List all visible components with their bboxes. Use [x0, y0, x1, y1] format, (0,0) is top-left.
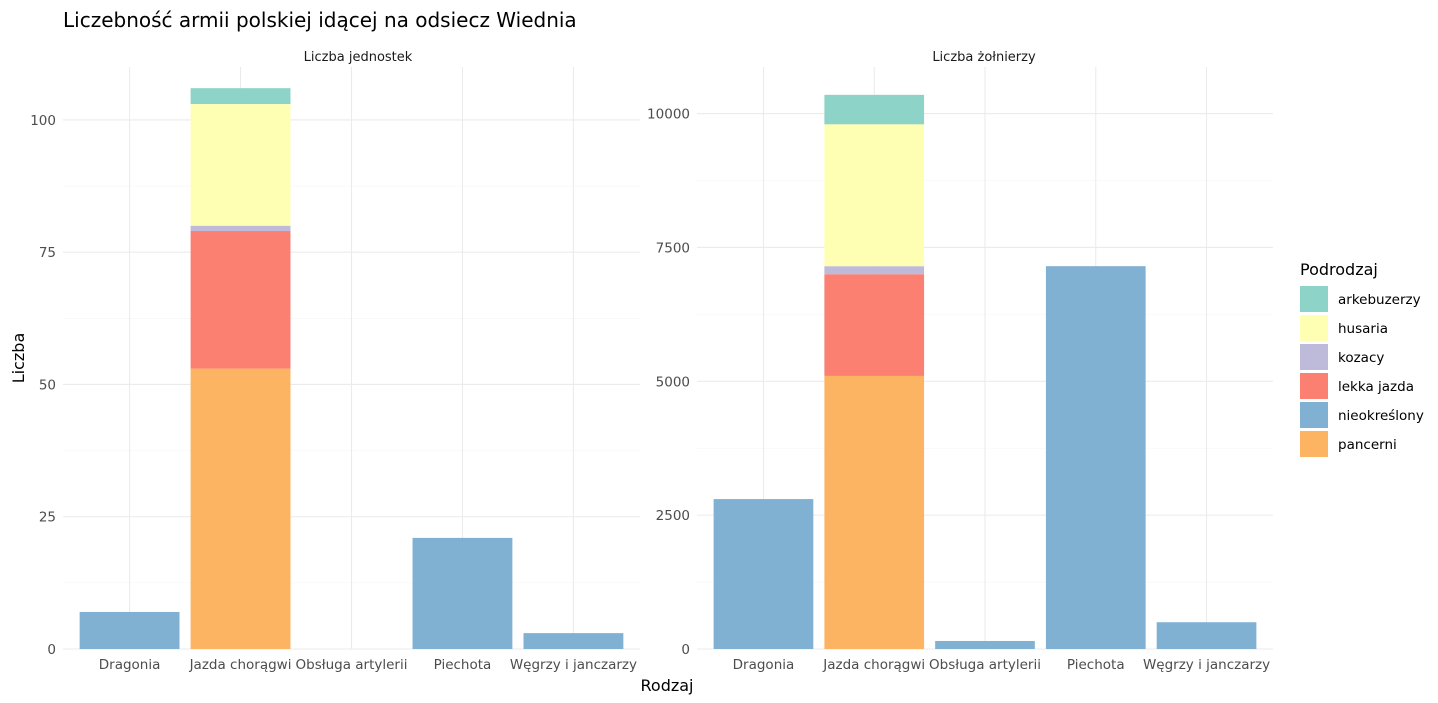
bar-piechota-nieokreslony — [412, 537, 513, 649]
x-tick-label: Obsługa artylerii — [296, 657, 408, 673]
legend-key-arkebuzerzy — [1300, 286, 1328, 312]
chart-title: Liczebność armii polskiej idącej na odsi… — [63, 8, 577, 32]
bar-jazda-choragwi-kozacy — [824, 266, 925, 275]
panel-title-1: Liczba żołnierzy — [932, 50, 1036, 65]
y-tick-label: 0 — [681, 642, 690, 658]
bar-jazda-choragwi-lekka-jazda — [190, 231, 291, 369]
x-axis-title: Rodzaj — [641, 676, 694, 695]
bar-jazda-choragwi-pancerni — [824, 375, 925, 649]
x-tick-label: Jazda chorągwi — [189, 657, 292, 673]
x-tick-label: Jazda chorągwi — [822, 657, 925, 673]
bar-jazda-choragwi-kozacy — [190, 225, 291, 232]
x-tick-label: Obsługa artylerii — [929, 657, 1041, 673]
x-tick-label: Piechota — [434, 657, 492, 673]
x-tick-label: Dragonia — [733, 657, 795, 673]
x-tick-label: Węgrzy i janczarzy — [1143, 657, 1270, 673]
bar-jazda-choragwi-lekka-jazda — [824, 274, 925, 376]
legend-label-kozacy: kozacy — [1338, 350, 1384, 366]
bar-jazda-choragwi-arkebuzerzy — [824, 94, 925, 125]
legend-key-nieokreslony — [1300, 402, 1328, 428]
bars — [713, 94, 1257, 649]
bar-wegrzy-i-janczarzy-nieokreslony — [523, 633, 624, 649]
bar-wegrzy-i-janczarzy-nieokreslony — [1156, 622, 1257, 649]
bar-piechota-nieokreslony — [1045, 266, 1146, 649]
legend-label-nieokreslony: nieokreślony — [1338, 408, 1424, 424]
bars — [79, 88, 624, 649]
legend-key-lekka-jazda — [1300, 373, 1328, 399]
x-tick-label: Węgrzy i janczarzy — [510, 657, 637, 673]
y-tick-label: 100 — [30, 113, 56, 129]
legend-title: Podrodzaj — [1300, 260, 1378, 279]
y-axis-title: Liczba — [9, 333, 28, 384]
legend-key-kozacy — [1300, 344, 1328, 370]
bar-obsluga-artylerii-nieokreslony — [935, 640, 1035, 649]
bar-jazda-choragwi-husaria — [824, 124, 925, 267]
gridlines — [63, 67, 640, 650]
legend-label-arkebuzerzy: arkebuzerzy — [1338, 292, 1421, 308]
legend-key-pancerni — [1300, 431, 1328, 457]
panel-liczba-zolnierzy: Liczba żołnierzy 0 2500 5000 7500 10000 Drago… — [647, 50, 1273, 673]
y-tick-label: 50 — [39, 377, 56, 393]
x-tick-label: Piechota — [1067, 657, 1125, 673]
y-tick-label: 0 — [47, 642, 56, 658]
y-tick-label: 5000 — [656, 374, 690, 390]
panel-title-0: Liczba jednostek — [304, 50, 413, 65]
y-tick-label: 75 — [39, 245, 56, 261]
bar-dragonia-nieokreslony — [79, 611, 180, 649]
legend: Podrodzaj arkebuzerzy husaria kozacy lekka … — [1300, 260, 1424, 457]
y-tick-label: 2500 — [656, 508, 690, 524]
y-tick-label: 25 — [39, 510, 56, 526]
legend-label-husaria: husaria — [1338, 321, 1388, 337]
y-tick-label: 10000 — [647, 107, 690, 123]
bar-dragonia-nieokreslony — [713, 499, 814, 649]
x-tick-label: Dragonia — [99, 657, 161, 673]
bar-jazda-choragwi-pancerni — [190, 368, 291, 649]
y-tick-label: 7500 — [656, 240, 690, 256]
legend-label-lekka-jazda: lekka jazda — [1338, 379, 1414, 395]
bar-jazda-choragwi-arkebuzerzy — [190, 88, 291, 105]
legend-label-pancerni: pancerni — [1338, 437, 1397, 453]
panel-liczba-jednostek: Liczba jednostek 0 25 50 75 100 Dragonia Jazda… — [30, 50, 640, 673]
legend-key-husaria — [1300, 315, 1328, 341]
bar-jazda-choragwi-husaria — [190, 104, 291, 226]
